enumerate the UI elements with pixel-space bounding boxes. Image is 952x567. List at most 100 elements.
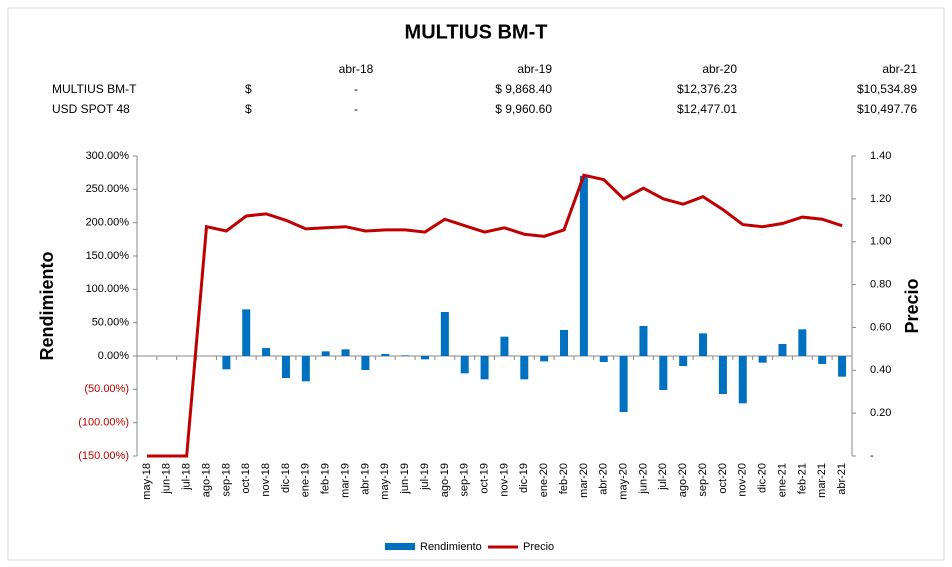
x-tick-label: oct-19 — [478, 463, 490, 494]
x-tick-label: ago-18 — [200, 463, 212, 497]
x-tick-label: sep-18 — [220, 463, 232, 497]
table-cell: $10,497.76 — [857, 102, 917, 116]
bar — [401, 355, 410, 356]
y2-tick-label: 1.40 — [870, 150, 891, 162]
legend-label: Precio — [523, 541, 554, 553]
y-axis-label: Rendimiento — [37, 251, 57, 360]
bar — [500, 336, 509, 356]
x-tick-label: mar-19 — [339, 463, 351, 498]
x-tick-label: jun-20 — [637, 463, 649, 495]
table-header: abr-19 — [517, 62, 552, 76]
bar — [699, 333, 708, 356]
x-tick-label: abr-19 — [359, 463, 371, 495]
y-tick-label: (100.00%) — [78, 417, 129, 429]
table-cell: $ — [245, 102, 252, 116]
x-tick-label: ago-20 — [677, 463, 689, 497]
bar — [818, 356, 827, 364]
legend-swatch — [385, 543, 415, 550]
line — [146, 173, 843, 458]
x-tick-label: ene-20 — [538, 463, 550, 497]
table-cell: - — [354, 102, 358, 116]
x-tick-label: ene-19 — [300, 463, 312, 497]
table-cell: $12,376.23 — [677, 82, 737, 96]
chart-frame — [7, 7, 945, 561]
x-tick-label: sep-20 — [697, 463, 709, 497]
bar — [758, 356, 767, 363]
chart-title: MULTIUS BM-T — [405, 21, 548, 43]
x-tick-label: jun-18 — [161, 463, 173, 495]
x-tick-label: abr-20 — [598, 463, 610, 495]
bar — [520, 356, 529, 380]
x-tick-label: abr-21 — [836, 463, 848, 495]
y-tick-label: 100.00% — [86, 283, 130, 295]
x-tick-label: may-20 — [618, 463, 630, 500]
x-tick-label: may-19 — [379, 463, 391, 500]
x-tick-label: may-18 — [141, 463, 153, 500]
bar — [560, 330, 569, 356]
bar — [579, 176, 588, 356]
bar — [262, 348, 271, 356]
bar — [420, 356, 429, 360]
y2-tick-label: - — [870, 450, 874, 462]
x-tick-label: dic-18 — [280, 463, 292, 493]
y-tick-label: (50.00%) — [84, 383, 129, 395]
table-header: abr-21 — [882, 62, 917, 76]
y-tick-label: 250.00% — [86, 183, 130, 195]
x-tick-label: ago-19 — [439, 463, 451, 497]
bar — [460, 356, 469, 374]
x-tick-label: oct-20 — [717, 463, 729, 494]
x-tick-label: feb-20 — [558, 463, 570, 494]
x-tick-label: dic-19 — [518, 463, 530, 493]
table-cell: $ — [245, 82, 252, 96]
x-tick-label: feb-19 — [320, 463, 332, 494]
x-tick-label: nov-18 — [260, 463, 272, 497]
bar — [540, 356, 549, 362]
y-tick-label: 200.00% — [86, 217, 130, 229]
bar — [659, 356, 668, 390]
y2-tick-label: 0.40 — [870, 364, 891, 376]
bar — [738, 356, 747, 404]
bar — [301, 356, 310, 382]
y-tick-label: 50.00% — [92, 317, 130, 329]
x-tick-label: oct-18 — [240, 463, 252, 494]
y-tick-label: (150.00%) — [78, 450, 129, 462]
table-cell: $10,534.89 — [857, 82, 917, 96]
y2-tick-label: 0.80 — [870, 278, 891, 290]
bar — [639, 326, 648, 356]
bar — [381, 354, 390, 356]
bar — [679, 356, 688, 366]
x-tick-label: nov-20 — [737, 463, 749, 497]
table-header: abr-20 — [702, 62, 737, 76]
table-cell: $ 9,960.60 — [495, 102, 552, 116]
y2-tick-label: 1.20 — [870, 193, 891, 205]
table-cell: - — [354, 82, 358, 96]
x-tick-label: jul-19 — [419, 463, 431, 491]
bar — [361, 356, 370, 370]
bar — [599, 356, 608, 362]
bar — [718, 356, 727, 394]
y2-tick-label: 0.60 — [870, 321, 891, 333]
y2-tick-label: 0.20 — [870, 407, 891, 419]
x-tick-label: dic-20 — [757, 463, 769, 493]
bar — [838, 356, 847, 377]
bar — [480, 356, 489, 380]
bar — [281, 356, 290, 378]
bar — [440, 312, 449, 356]
bar — [222, 356, 231, 370]
table-cell: MULTIUS BM-T — [52, 82, 137, 96]
bar — [798, 329, 807, 356]
x-tick-label: sep-19 — [459, 463, 471, 497]
bar — [778, 344, 787, 356]
table-header: abr-18 — [339, 62, 374, 76]
y-tick-label: 300.00% — [86, 150, 130, 162]
x-tick-label: mar-20 — [578, 463, 590, 498]
bar — [619, 356, 628, 412]
table-cell: $12,477.01 — [677, 102, 737, 116]
x-tick-label: ene-21 — [776, 463, 788, 497]
bar — [341, 349, 350, 356]
table-cell: $ 9,868.40 — [495, 82, 552, 96]
y-tick-label: 150.00% — [86, 250, 130, 262]
y2-tick-label: 1.00 — [870, 236, 891, 248]
x-tick-label: mar-21 — [816, 463, 828, 498]
